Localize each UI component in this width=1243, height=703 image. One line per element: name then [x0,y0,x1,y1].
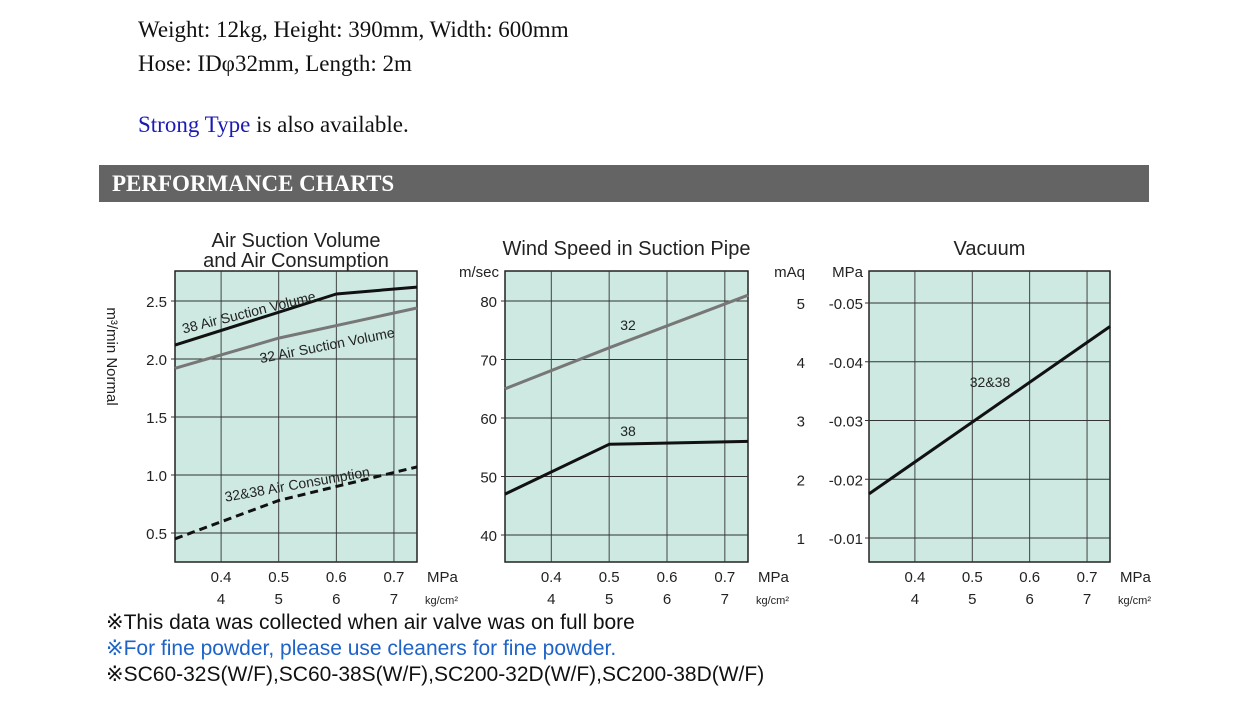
x-tick-label-mpa: 0.7 [1077,569,1098,586]
series-line [174,465,418,541]
availability-note: Strong Type is also available. [138,111,409,139]
x-tick-label-kg: 6 [1025,591,1033,608]
footnote-models: ※SC60-32S(W/F),SC60-38S(W/F),SC200-32D(W… [106,663,765,686]
x-tick-label-mpa: 0.5 [268,569,289,586]
chart-title: Wind Speed in Suction Pipe [503,238,751,260]
plot-area [868,270,1111,563]
x-unit-kg: kg/cm² [425,595,458,607]
x-tick-label-mpa: 0.7 [384,569,405,586]
x-unit-mpa: MPa [1120,569,1152,586]
x-tick-label-mpa: 0.4 [541,569,562,586]
x-tick-label-kg: 4 [911,591,919,608]
series-line [504,439,749,496]
y-tick-label: 2.0 [146,352,167,369]
x-tick-label-mpa: 0.5 [599,569,620,586]
x-tick-label-mpa: 0.5 [962,569,983,586]
y-tick-label-mpa: -0.03 [829,414,863,431]
y-unit: m/sec [459,264,500,281]
x-tick-label-kg: 5 [968,591,976,608]
plot-area [504,270,749,563]
y-tick-label-mpa: -0.02 [829,472,863,489]
x-unit-mpa: MPa [758,569,790,586]
x-tick-label-kg: 4 [547,591,555,608]
footnote-fine-powder: ※For fine powder, please use cleaners fo… [106,637,617,660]
x-tick-label-kg: 5 [605,591,613,608]
x-tick-label-kg: 5 [275,591,283,608]
chart-title: and Air Consumption [203,250,389,272]
series-label: 38 [620,423,636,439]
x-tick-label-mpa: 0.7 [714,569,735,586]
y-tick-label: 2 [797,472,805,489]
y-tick-label: 70 [480,353,497,370]
x-unit-mpa: MPa [427,569,459,586]
chart-title: Vacuum [954,238,1026,260]
series-line [174,306,418,370]
series-label: 32 [620,317,636,333]
y-tick-label-mpa: -0.04 [829,355,863,372]
y-unit: mAq [774,264,805,281]
chart-1: 0.5 1.0 1.5 2.0 2.5 0.4 4 0.5 5 0.6 6 0.7 7 MPa kg/cm²… [103,230,459,608]
chart-2: 40 50 60 70 80 0.4 4 0.5 5 0.6 6 0.7 7 MPa kg/cm² Wind … [459,238,790,608]
chart-title: Air Suction Volume [212,230,381,252]
series-line [174,285,418,347]
chart-3: 1 -0.01 2 -0.02 3 -0.03 4 -0.04 5 -0.05 0.4 4 0.5 5 0.… [774,238,1151,608]
y-tick-label: 4 [797,355,805,372]
y-tick-label: 80 [480,294,497,311]
x-tick-label-mpa: 0.6 [1019,569,1040,586]
performance-charts: 0.5 1.0 1.5 2.0 2.5 0.4 4 0.5 5 0.6 6 0.7 7 MPa kg/cm²… [103,230,1152,608]
series-label: 32&38 [970,374,1011,390]
series-line [868,325,1111,496]
availability-note-text: is also available. [250,112,409,137]
x-unit-kg: kg/cm² [756,595,789,607]
x-tick-label-kg: 7 [721,591,729,608]
spec-weight-dimensions: Weight: 12kg, Height: 390mm, Width: 600m… [138,17,569,42]
y-tick-label: 40 [480,528,497,545]
series-line [504,293,749,391]
y-tick-label: 2.5 [146,294,167,311]
y-tick-label: 1.0 [146,468,167,485]
section-header-bar: PERFORMANCE CHARTS [99,165,1149,202]
x-tick-label-kg: 7 [390,591,398,608]
y-tick-label-mpa: -0.05 [829,296,863,313]
x-tick-label-kg: 6 [332,591,340,608]
x-tick-label-mpa: 0.6 [326,569,347,586]
y-tick-label: 50 [480,470,497,487]
x-unit-kg: kg/cm² [1118,595,1151,607]
y-tick-label: 3 [797,414,805,431]
x-tick-label-mpa: 0.4 [904,569,925,586]
section-header-title: PERFORMANCE CHARTS [112,171,395,196]
y-tick-label: 1.5 [146,410,167,427]
footnote-air-valve: ※This data was collected when air valve … [106,611,635,634]
y-tick-label: 5 [797,296,805,313]
y-tick-label: 1 [797,531,805,548]
x-tick-label-kg: 4 [217,591,225,608]
plot-area [174,270,418,563]
spec-hose: Hose: IDφ32mm, Length: 2m [138,51,412,76]
strong-type-link[interactable]: Strong Type [138,112,251,137]
y-tick-label: 60 [480,411,497,428]
y-unit-mpa: MPa [832,264,864,281]
x-tick-label-kg: 7 [1083,591,1091,608]
y-tick-label: 0.5 [146,526,167,543]
x-tick-label-mpa: 0.6 [657,569,678,586]
y-axis-label: m³/min Normal [103,307,120,405]
y-tick-label-mpa: -0.01 [829,531,863,548]
x-tick-label-mpa: 0.4 [211,569,232,586]
x-tick-label-kg: 6 [663,591,671,608]
